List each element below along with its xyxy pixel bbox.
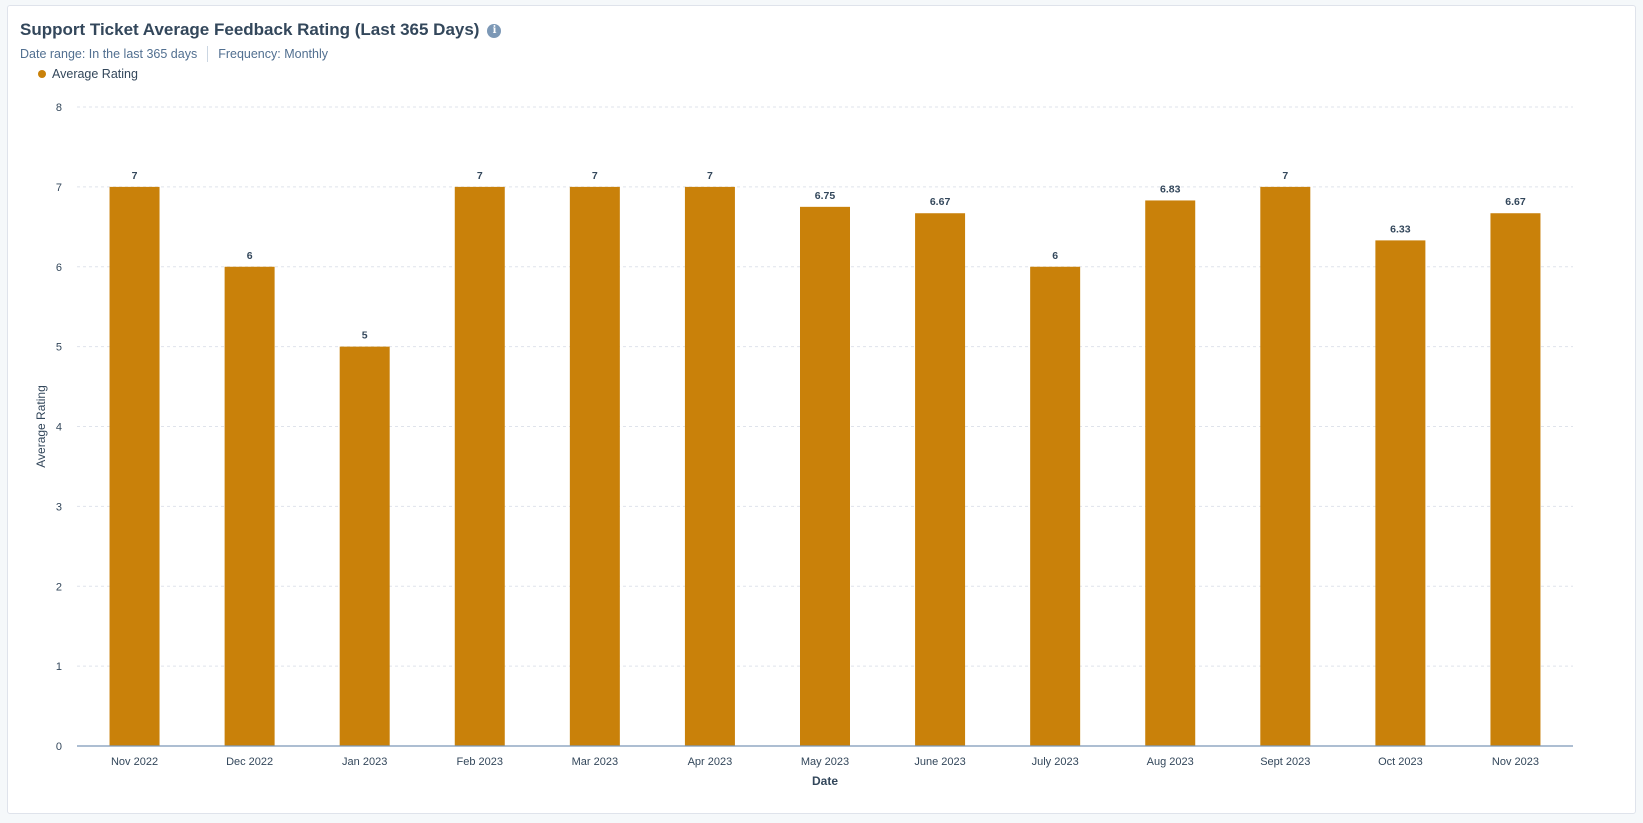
x-tick-label: Sept 2023	[1260, 756, 1310, 768]
y-tick-label: 3	[56, 501, 62, 513]
report-title: Support Ticket Average Feedback Rating (…	[20, 20, 480, 39]
bar[interactable]	[915, 213, 966, 746]
y-tick-label: 8	[56, 102, 62, 114]
bar-data-label: 6.33	[1390, 223, 1411, 235]
title-row: Support Ticket Average Feedback Rating (…	[20, 20, 502, 40]
bar-data-label: 7	[1282, 170, 1288, 182]
bar-data-label: 6	[247, 250, 253, 262]
y-tick-label: 0	[56, 741, 62, 753]
x-axis-title: Date	[812, 774, 838, 788]
x-tick-label: Dec 2022	[226, 756, 273, 768]
report-meta: Date range: In the last 365 days Frequen…	[20, 46, 328, 62]
bar[interactable]	[569, 186, 620, 746]
legend-marker	[38, 70, 46, 78]
bar[interactable]	[224, 266, 275, 746]
y-tick-label: 6	[56, 262, 62, 274]
bar[interactable]	[1145, 200, 1196, 747]
meta-divider	[207, 46, 209, 62]
bar[interactable]	[1490, 213, 1541, 746]
x-tick-label: Aug 2023	[1147, 756, 1194, 768]
bar[interactable]	[684, 186, 735, 746]
frequency-filter[interactable]: Frequency: Monthly	[218, 47, 328, 61]
bar-data-label: 6.83	[1160, 183, 1181, 195]
x-tick-label: Mar 2023	[572, 756, 618, 768]
x-tick-label: Oct 2023	[1378, 756, 1423, 768]
chart-legend: Average Rating	[38, 67, 138, 81]
bar[interactable]	[800, 206, 850, 746]
x-tick-label: Jan 2023	[342, 756, 387, 768]
bar[interactable]	[109, 186, 160, 746]
bar-data-label: 6	[1052, 250, 1058, 262]
bar-data-label: 7	[477, 170, 483, 182]
bar-data-label: 6.67	[930, 196, 951, 208]
bar-data-label: 6.67	[1505, 196, 1526, 208]
bar-data-label: 5	[362, 330, 368, 342]
x-tick-label: Nov 2022	[111, 756, 158, 768]
bar[interactable]	[454, 186, 505, 746]
bar-data-label: 7	[132, 170, 138, 182]
x-tick-label: Nov 2023	[1492, 756, 1539, 768]
y-tick-label: 5	[56, 342, 62, 354]
bar-data-label: 6.75	[815, 190, 836, 202]
date-range-filter[interactable]: Date range: In the last 365 days	[20, 47, 198, 61]
y-axis-title: Average Rating	[34, 385, 48, 468]
legend-label[interactable]: Average Rating	[52, 67, 138, 81]
y-tick-label: 1	[56, 661, 62, 673]
bar[interactable]	[1375, 240, 1426, 747]
bar-data-label: 7	[592, 170, 598, 182]
info-icon[interactable]: i	[487, 23, 502, 38]
bar[interactable]	[339, 346, 390, 746]
x-tick-label: Apr 2023	[688, 756, 733, 768]
bar[interactable]	[1260, 186, 1311, 746]
x-tick-label: July 2023	[1032, 756, 1079, 768]
y-tick-label: 2	[56, 581, 62, 593]
y-tick-label: 7	[56, 182, 62, 194]
x-tick-label: May 2023	[801, 756, 849, 768]
y-tick-label: 4	[56, 422, 62, 434]
bar[interactable]	[1030, 266, 1081, 746]
x-tick-label: Feb 2023	[457, 756, 503, 768]
bar-data-label: 7	[707, 170, 713, 182]
x-tick-label: June 2023	[914, 756, 965, 768]
